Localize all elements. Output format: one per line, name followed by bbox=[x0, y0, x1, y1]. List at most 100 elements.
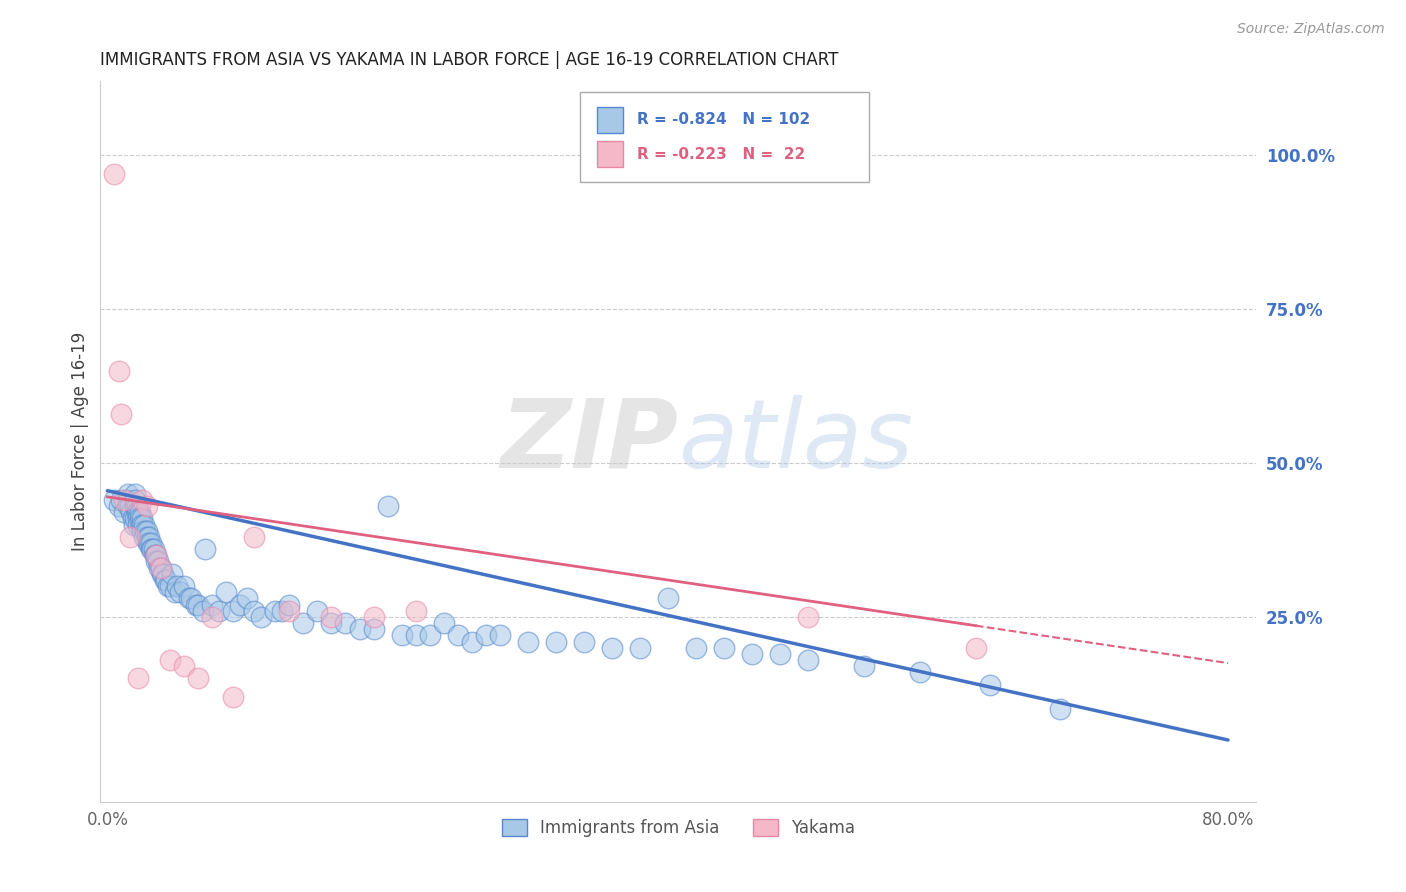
Point bbox=[110, 407, 132, 421]
Point bbox=[271, 604, 294, 618]
Point bbox=[145, 549, 167, 563]
Point bbox=[120, 505, 142, 519]
Point bbox=[405, 604, 427, 618]
Point bbox=[110, 492, 132, 507]
Point bbox=[191, 604, 214, 618]
Point bbox=[132, 530, 155, 544]
Point bbox=[741, 647, 763, 661]
Text: R = -0.223   N =  22: R = -0.223 N = 22 bbox=[637, 146, 804, 161]
Point bbox=[169, 585, 191, 599]
Text: IMMIGRANTS FROM ASIA VS YAKAMA IN LABOR FORCE | AGE 16-19 CORRELATION CHART: IMMIGRANTS FROM ASIA VS YAKAMA IN LABOR … bbox=[100, 51, 839, 69]
Point bbox=[363, 622, 385, 636]
Point bbox=[173, 579, 195, 593]
Y-axis label: In Labor Force | Age 16-19: In Labor Force | Age 16-19 bbox=[72, 332, 89, 551]
Point bbox=[797, 653, 820, 667]
Point bbox=[103, 167, 125, 181]
Point bbox=[127, 517, 149, 532]
Point bbox=[150, 566, 173, 581]
Point bbox=[112, 492, 135, 507]
Point bbox=[908, 665, 931, 680]
Point bbox=[194, 542, 217, 557]
Point bbox=[187, 598, 209, 612]
Point bbox=[118, 530, 141, 544]
Point bbox=[142, 542, 165, 557]
Point bbox=[307, 604, 329, 618]
Point bbox=[321, 610, 343, 624]
Point bbox=[152, 566, 174, 581]
Point bbox=[600, 640, 623, 655]
Point bbox=[145, 554, 167, 568]
Point bbox=[229, 598, 252, 612]
Point bbox=[474, 628, 496, 642]
Point bbox=[965, 640, 987, 655]
Point bbox=[103, 492, 125, 507]
Point bbox=[125, 505, 148, 519]
Point bbox=[153, 573, 176, 587]
Point bbox=[516, 634, 538, 648]
Point bbox=[121, 511, 143, 525]
Point bbox=[117, 499, 139, 513]
Point bbox=[118, 499, 141, 513]
Point bbox=[131, 517, 153, 532]
Point bbox=[243, 604, 266, 618]
FancyBboxPatch shape bbox=[579, 92, 869, 182]
Point bbox=[405, 628, 427, 642]
Point bbox=[148, 560, 170, 574]
Point bbox=[138, 536, 160, 550]
Point bbox=[250, 610, 273, 624]
Point bbox=[131, 511, 153, 525]
Point bbox=[124, 499, 146, 513]
FancyBboxPatch shape bbox=[598, 107, 623, 133]
Point bbox=[135, 524, 157, 538]
Point bbox=[979, 678, 1001, 692]
Legend: Immigrants from Asia, Yakama: Immigrants from Asia, Yakama bbox=[495, 812, 862, 844]
Point bbox=[149, 560, 172, 574]
Point bbox=[112, 505, 135, 519]
Point bbox=[335, 615, 357, 630]
Point bbox=[127, 505, 149, 519]
Point bbox=[124, 511, 146, 525]
Point bbox=[159, 653, 181, 667]
Text: Source: ZipAtlas.com: Source: ZipAtlas.com bbox=[1237, 22, 1385, 37]
Point bbox=[1049, 702, 1071, 716]
Point bbox=[349, 622, 371, 636]
Point bbox=[107, 499, 129, 513]
Point bbox=[125, 499, 148, 513]
Point bbox=[139, 536, 162, 550]
Point bbox=[460, 634, 482, 648]
Point bbox=[201, 610, 224, 624]
Point bbox=[488, 628, 510, 642]
Point bbox=[544, 634, 567, 648]
Point bbox=[628, 640, 651, 655]
Point bbox=[128, 511, 150, 525]
Point bbox=[713, 640, 735, 655]
Point bbox=[159, 579, 181, 593]
Point bbox=[166, 579, 188, 593]
Point bbox=[155, 573, 177, 587]
Point bbox=[127, 511, 149, 525]
Point bbox=[117, 487, 139, 501]
Point bbox=[215, 585, 238, 599]
Point bbox=[146, 554, 169, 568]
Point bbox=[107, 364, 129, 378]
Point bbox=[852, 659, 875, 673]
Point bbox=[141, 542, 163, 557]
Point bbox=[187, 672, 209, 686]
Point bbox=[685, 640, 707, 655]
Point bbox=[127, 672, 149, 686]
Point bbox=[243, 530, 266, 544]
Point bbox=[129, 517, 152, 532]
Point bbox=[122, 517, 145, 532]
Point bbox=[278, 604, 301, 618]
Point bbox=[135, 530, 157, 544]
Text: atlas: atlas bbox=[678, 395, 912, 488]
Point bbox=[134, 524, 156, 538]
Point bbox=[132, 517, 155, 532]
Point bbox=[769, 647, 792, 661]
Point bbox=[138, 530, 160, 544]
Point bbox=[292, 615, 315, 630]
Point bbox=[222, 604, 245, 618]
Point bbox=[180, 591, 202, 606]
Text: ZIP: ZIP bbox=[501, 395, 678, 488]
Point bbox=[432, 615, 454, 630]
